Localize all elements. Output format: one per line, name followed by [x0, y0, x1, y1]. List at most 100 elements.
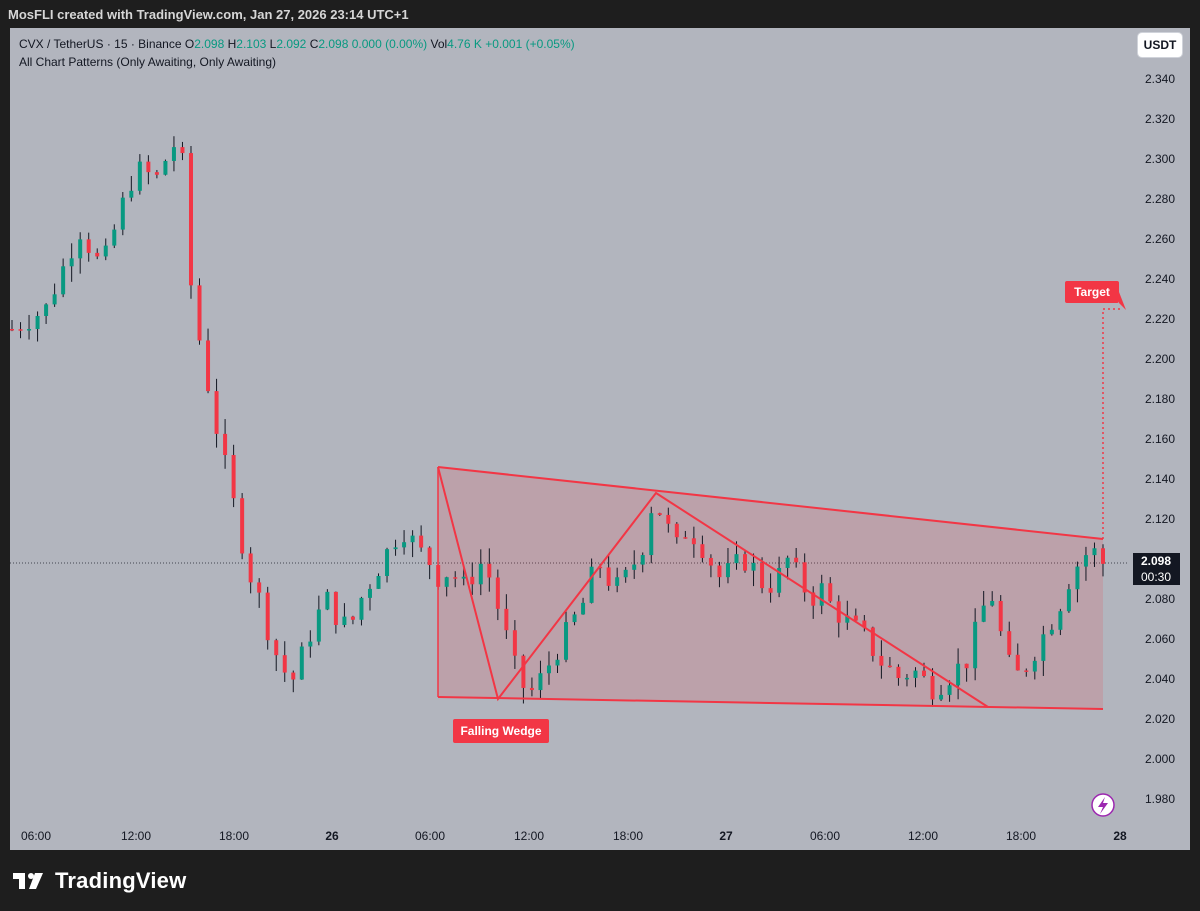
x-tick-label: 18:00 — [219, 829, 249, 843]
candle-body — [649, 513, 654, 556]
candle-body — [274, 640, 279, 656]
candle-body — [385, 549, 390, 577]
candle-body — [86, 239, 91, 253]
tradingview-logo[interactable]: TradingView — [13, 868, 186, 894]
candle-body — [623, 569, 628, 578]
candle-body — [768, 588, 773, 593]
candle-body — [973, 621, 978, 669]
candle-body — [402, 542, 407, 548]
x-tick-label: 18:00 — [1006, 829, 1036, 843]
candle-body — [410, 535, 415, 543]
candle-body — [725, 563, 730, 578]
candle-body — [913, 670, 918, 678]
top-bar: MosFLI created with TradingView.com, Jan… — [0, 0, 1200, 28]
x-tick-label: 12:00 — [908, 829, 938, 843]
candle-body — [683, 537, 688, 539]
candle-body — [691, 538, 696, 545]
candle-body — [922, 670, 927, 676]
candle-body — [61, 266, 66, 295]
candle-body — [461, 576, 466, 579]
candle-body — [879, 655, 884, 666]
x-tick-label: 12:00 — [514, 829, 544, 843]
y-tick-label: 2.060 — [1145, 632, 1175, 646]
candle-body — [137, 161, 142, 191]
symbol-name[interactable]: CVX / TetherUS · 15 · Binance — [19, 37, 182, 51]
candle-body — [112, 229, 117, 246]
y-tick-label: 2.280 — [1145, 192, 1175, 206]
candle-body — [248, 553, 253, 583]
candle-body — [674, 523, 679, 538]
candle-body — [350, 616, 355, 620]
symbol-legend: CVX / TetherUS · 15 · Binance O2.098 H2.… — [19, 37, 575, 51]
candle-body — [819, 583, 824, 606]
candle-body — [342, 616, 347, 625]
tradingview-logo-icon — [13, 873, 43, 889]
footer-bar: TradingView — [0, 850, 1200, 911]
candle-body — [802, 562, 807, 593]
candle-body — [572, 614, 577, 623]
target-label[interactable]: Target — [1074, 285, 1110, 299]
candle-body — [1007, 631, 1012, 655]
candle-body — [1058, 611, 1063, 630]
candle-body — [367, 588, 372, 598]
candle-body — [700, 544, 705, 558]
countdown-tag-bg — [1133, 569, 1180, 585]
candle-body — [180, 147, 185, 154]
high-label: H — [227, 37, 237, 51]
open-value: 2.098 — [194, 37, 225, 51]
currency-button[interactable]: USDT — [1138, 33, 1182, 57]
y-tick-label: 1.980 — [1145, 792, 1175, 806]
candle-body — [487, 563, 492, 578]
target-label-bg — [1065, 281, 1119, 303]
change-value: 0.000 (0.00%) — [351, 37, 428, 51]
candle-body — [581, 602, 586, 615]
y-tick-label: 2.260 — [1145, 232, 1175, 246]
candle-body — [529, 687, 534, 691]
indicator-legend[interactable]: All Chart Patterns (Only Awaiting, Only … — [19, 55, 277, 69]
candle-body — [1101, 548, 1105, 564]
x-tick-label: 18:00 — [613, 829, 643, 843]
creator-line: MosFLI created with TradingView.com, Jan… — [8, 7, 409, 22]
low-value: 2.092 — [276, 37, 307, 51]
y-tick-label: 2.240 — [1145, 272, 1175, 286]
candle-body — [333, 591, 338, 625]
candle-body — [956, 663, 961, 686]
candle-body — [163, 160, 168, 175]
countdown-tag: 00:30 — [1141, 570, 1171, 584]
pattern-name-label[interactable]: Falling Wedge — [460, 724, 541, 738]
candle-body — [120, 197, 125, 230]
y-tick-label: 2.160 — [1145, 432, 1175, 446]
close-label: C — [309, 37, 319, 51]
candle-body — [206, 340, 211, 392]
candle-body — [376, 576, 381, 589]
candle-body — [981, 605, 986, 622]
candle-body — [359, 597, 364, 620]
candle-body — [521, 655, 526, 688]
candle-body — [257, 582, 262, 593]
y-tick-label: 2.080 — [1145, 592, 1175, 606]
candle-body — [52, 294, 57, 305]
brand-name: TradingView — [55, 868, 187, 893]
candle-body — [1083, 555, 1088, 567]
candle-body — [299, 646, 304, 680]
candle-body — [657, 513, 662, 515]
candle-body — [146, 161, 151, 173]
y-tick-label: 2.140 — [1145, 472, 1175, 486]
candle-body — [743, 554, 748, 571]
candle-body — [947, 685, 952, 695]
candle-body — [44, 304, 49, 316]
candle-body — [35, 315, 40, 330]
x-tick-label: 12:00 — [121, 829, 151, 843]
candle-body — [734, 554, 739, 564]
chart-frame[interactable] — [10, 28, 1190, 850]
candle-body — [291, 672, 296, 680]
candle-body — [1024, 670, 1029, 672]
candle-body — [18, 329, 23, 331]
candle-body — [794, 557, 799, 563]
volume-label: Vol — [430, 37, 448, 51]
candle-body — [845, 615, 850, 623]
candle-body — [1092, 548, 1097, 556]
lightning-icon — [1098, 797, 1108, 814]
candle-body — [785, 557, 790, 568]
